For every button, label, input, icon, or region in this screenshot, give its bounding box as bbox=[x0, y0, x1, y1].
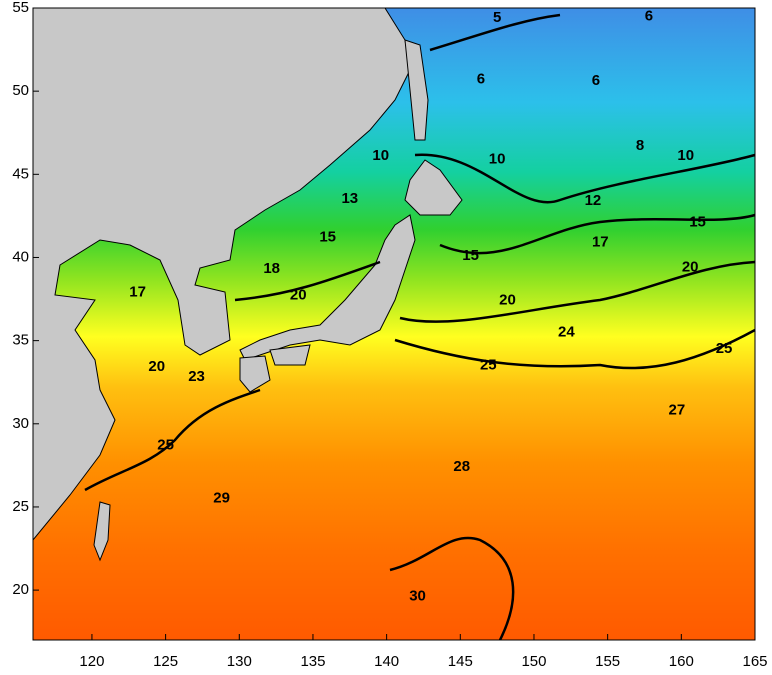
contour-label: 12 bbox=[585, 192, 602, 209]
y-tick-label: 20 bbox=[12, 581, 29, 598]
mainland bbox=[32, 7, 411, 542]
y-tick-label: 40 bbox=[12, 248, 29, 265]
contour-line bbox=[394, 328, 756, 370]
contour-label: 15 bbox=[689, 214, 706, 231]
contour-label: 10 bbox=[372, 147, 389, 164]
land bbox=[32, 7, 463, 562]
kyushu bbox=[239, 355, 271, 393]
y-tick-label: 50 bbox=[12, 82, 29, 99]
contour-line bbox=[429, 13, 561, 52]
contour-label: 20 bbox=[682, 258, 699, 275]
honshu bbox=[239, 214, 416, 361]
contour-line bbox=[389, 536, 515, 641]
contour-label: 20 bbox=[499, 292, 516, 309]
x-tick-label: 160 bbox=[669, 653, 694, 670]
x-tick-label: 135 bbox=[300, 653, 325, 670]
contour-label: 23 bbox=[188, 368, 205, 385]
y-tick-label: 30 bbox=[12, 415, 29, 432]
x-tick-label: 140 bbox=[374, 653, 399, 670]
taiwan bbox=[93, 501, 111, 562]
contour-label: 6 bbox=[592, 72, 600, 89]
x-tick-label: 130 bbox=[227, 653, 252, 670]
contour-label: 18 bbox=[263, 260, 280, 277]
contour-label: 15 bbox=[462, 247, 479, 264]
hokkaido bbox=[404, 159, 463, 216]
contour-line bbox=[234, 260, 756, 323]
contour-label: 15 bbox=[319, 228, 336, 245]
contour-label: 25 bbox=[716, 340, 733, 357]
contour-label: 24 bbox=[558, 323, 575, 340]
y-tick-label: 45 bbox=[12, 165, 29, 182]
x-tick-label: 165 bbox=[742, 653, 767, 670]
contour-label: 28 bbox=[453, 458, 470, 475]
contour-label: 20 bbox=[148, 358, 165, 375]
shikoku bbox=[269, 344, 311, 366]
contour-label: 6 bbox=[477, 70, 485, 87]
x-tick-label: 145 bbox=[448, 653, 473, 670]
x-tick-label: 125 bbox=[153, 653, 178, 670]
contour-label: 27 bbox=[669, 401, 686, 418]
contour-label: 29 bbox=[213, 490, 230, 507]
plot-frame bbox=[32, 7, 756, 641]
contour-lines bbox=[84, 13, 756, 641]
y-tick-label: 55 bbox=[12, 0, 29, 16]
contour-line bbox=[439, 213, 756, 255]
y-tick-label: 35 bbox=[12, 332, 29, 349]
contour-label: 6 bbox=[645, 7, 653, 24]
x-tick-label: 150 bbox=[521, 653, 546, 670]
contour-label: 25 bbox=[480, 357, 497, 374]
contour-label: 10 bbox=[677, 147, 694, 164]
x-tick-label: 155 bbox=[595, 653, 620, 670]
contour-line bbox=[414, 153, 756, 204]
x-tick-label: 120 bbox=[79, 653, 104, 670]
contour-label: 10 bbox=[489, 150, 506, 167]
contour-label: 17 bbox=[129, 283, 146, 300]
contour-label: 30 bbox=[409, 588, 426, 605]
contour-label: 5 bbox=[493, 9, 501, 26]
sakhalin bbox=[404, 39, 429, 141]
contour-label: 17 bbox=[592, 233, 609, 250]
y-tick-label: 25 bbox=[12, 498, 29, 515]
contour-line bbox=[84, 388, 261, 492]
contour-label: 13 bbox=[341, 190, 358, 207]
contour-label: 8 bbox=[636, 137, 644, 154]
contour-label: 25 bbox=[157, 436, 174, 453]
contour-label: 20 bbox=[290, 287, 307, 304]
